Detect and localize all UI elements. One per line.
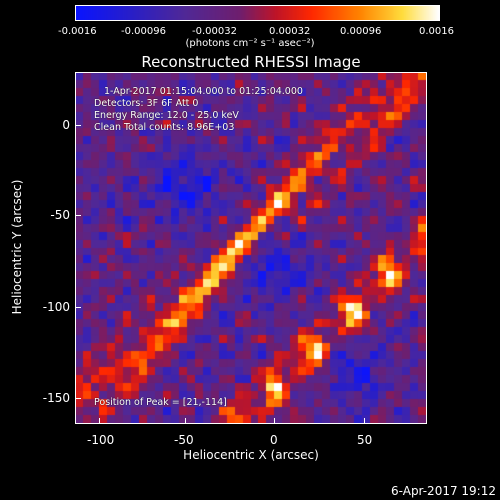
x-tick-label: 50 <box>357 433 373 447</box>
image-title: Reconstructed RHESSI Image <box>141 53 361 71</box>
rhessi-image-plot: 1-Apr-2017 01:15:04.000 to 01:25:04.000 … <box>75 72 427 424</box>
timestamp: 6-Apr-2017 19:12 <box>391 484 496 498</box>
info-total-counts: Clean Total counts: 8.96E+03 <box>94 122 235 133</box>
info-peak-position: Position of Peak = [21,-114] <box>94 397 227 408</box>
x-tick-label: -100 <box>87 433 115 447</box>
colorbar-tick: 0.00032 <box>269 26 311 37</box>
y-tick-mark <box>75 215 81 216</box>
colorbar-tick: 0.0016 <box>419 26 454 37</box>
y-tick-mark <box>75 307 81 308</box>
heatmap-image <box>76 73 426 423</box>
x-tick-mark <box>99 418 100 424</box>
x-tick-label: 0 <box>270 433 278 447</box>
y-axis-label: Heliocentric Y (arcsec) <box>10 179 24 315</box>
colorbar-tick: 0.00096 <box>340 26 382 37</box>
x-tick-label: -50 <box>174 433 194 447</box>
y-tick-label: -150 <box>42 391 70 405</box>
colorbar-tick: -0.0016 <box>58 26 97 37</box>
colorbar <box>75 5 440 21</box>
x-tick-mark <box>364 418 365 424</box>
y-tick-mark <box>75 125 81 126</box>
info-time-range: 1-Apr-2017 01:15:04.000 to 01:25:04.000 <box>104 86 303 97</box>
colorbar-tick: -0.00096 <box>121 26 166 37</box>
y-tick-label: 0 <box>62 118 70 132</box>
colorbar-tick: -0.00032 <box>192 26 237 37</box>
y-tick-mark <box>75 398 81 399</box>
info-energy-range: Energy Range: 12.0 - 25.0 keV <box>94 110 239 121</box>
info-detectors: Detectors: 3F 6F Att 0 <box>94 98 199 109</box>
colorbar-units: (photons cm⁻² s⁻¹ asec⁻²) <box>185 38 315 49</box>
x-axis-label: Heliocentric X (arcsec) <box>183 448 319 462</box>
y-tick-label: -100 <box>42 300 70 314</box>
x-tick-mark <box>274 418 275 424</box>
y-tick-label: -50 <box>50 208 70 222</box>
x-tick-mark <box>185 418 186 424</box>
